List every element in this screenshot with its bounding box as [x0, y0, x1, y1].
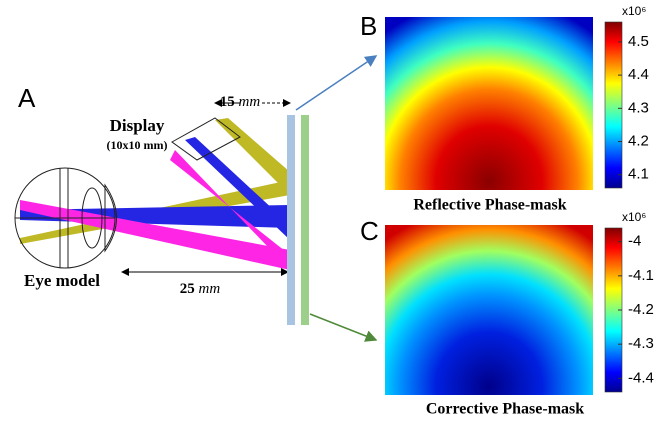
caption: Reflective Phase-mask	[413, 197, 566, 214]
eye-label: Eye model	[24, 271, 100, 290]
colorbar-tick-label: -4	[628, 233, 641, 250]
link-arrow	[310, 314, 376, 340]
colorbar-tick-label: 4.1	[628, 166, 649, 183]
display-size: (10x10 mm)	[107, 138, 168, 152]
colorbar-tick-label: 4.3	[628, 99, 649, 116]
colorbar-tick-label: -4.4	[628, 369, 654, 386]
distance-label: 15 mm	[220, 94, 261, 110]
colorbar-tick-label: 4.5	[628, 33, 649, 50]
colorbar-multiplier: x10⁶	[622, 4, 646, 18]
panel-label: C	[360, 216, 379, 246]
colorbar	[605, 22, 622, 188]
link-arrow	[296, 56, 376, 110]
heatmap	[385, 225, 593, 395]
distance-unit: mm	[199, 281, 221, 297]
panel-label: A	[18, 83, 36, 113]
caption: Corrective Phase-mask	[426, 401, 584, 418]
distance-value: 15	[220, 94, 235, 110]
colorbar-tick-label: -4.3	[628, 335, 654, 352]
heatmap	[385, 17, 593, 190]
corrective-mask	[301, 115, 309, 325]
distance-value: 25	[180, 281, 195, 297]
colorbar-tick-label: 4.4	[628, 66, 649, 83]
colorbar-tick-label: -4.2	[628, 301, 654, 318]
figure: A Display (10x10 mm) 15 mm 25 mm Eye mod…	[0, 0, 665, 421]
distance-label: 25 mm	[180, 281, 221, 297]
colorbar-tick-label: 4.2	[628, 132, 649, 149]
distance-unit: mm	[239, 94, 261, 110]
colorbar-multiplier: x10⁶	[622, 210, 646, 224]
colorbar-tick-label: -4.1	[628, 267, 654, 284]
reflective-mask	[287, 115, 295, 325]
eye	[15, 168, 117, 268]
display-title: Display	[110, 116, 165, 135]
panel-label: B	[360, 11, 377, 41]
